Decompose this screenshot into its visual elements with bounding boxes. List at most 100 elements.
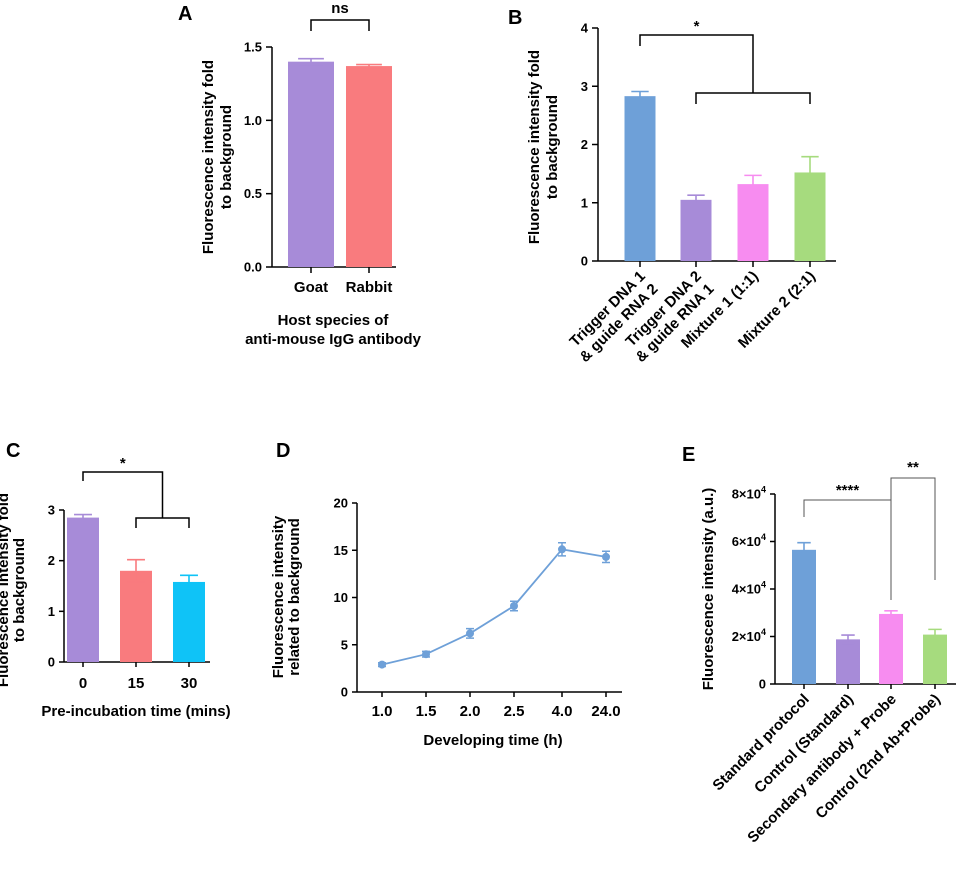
panel-a-y-axis-label: to background <box>218 105 235 209</box>
panel-d-data-point <box>466 629 474 638</box>
panel-d-x-tick-label: 1.5 <box>416 703 437 720</box>
panel-c-bar <box>120 570 152 662</box>
panel-b-y-tick-label: 3 <box>581 79 588 94</box>
panel-e-significance-bracket <box>803 499 892 600</box>
panel-e-y-tick-label: 0 <box>759 677 766 692</box>
panel-a-y-tick-label: 0.5 <box>244 186 262 201</box>
panel-b-y-tick-label: 2 <box>581 137 588 152</box>
panel-d-x-tick-label: 1.0 <box>372 703 393 720</box>
panel-d-data-point <box>602 552 610 561</box>
panel-c-y-tick-label: 2 <box>48 553 55 568</box>
panel-c-x-axis-label: Pre-incubation time (mins) <box>41 703 230 720</box>
panel-a-error-bar <box>298 57 324 66</box>
panel-d-y-tick-label: 15 <box>334 543 348 558</box>
panel-a-significance-bracket <box>310 19 370 31</box>
panel-a-y-tick-label: 0.0 <box>244 260 262 275</box>
panel-c-group-bracket <box>135 517 190 528</box>
panel-d-x-tick-label: 2.5 <box>504 703 525 720</box>
panel-b-bar <box>680 199 712 261</box>
panel-c-x-tick-label: 0 <box>79 675 87 692</box>
panel-b-y-tick-label: 1 <box>581 195 588 210</box>
panel-e-y-tick-label: 2×104 <box>732 627 766 644</box>
panel-d-x-axis-label: Developing time (h) <box>423 732 562 749</box>
panel-b-error-bar <box>631 90 649 102</box>
panel-e-significance-bracket <box>890 477 936 580</box>
panel-a-y-axis-label: Fluorescence intensity fold <box>200 60 217 254</box>
panel-d-chart: 0 5 10 15 20 1.0 1.5 2.0 2.5 4.0 24.0 Fluorescence … <box>270 496 622 749</box>
panel-b-bar <box>624 96 656 261</box>
panel-e-error-bar <box>928 628 942 641</box>
panel-label-b: B <box>508 7 522 29</box>
panel-a-y-tick-label: 1.0 <box>244 113 262 128</box>
panel-d-data-point <box>422 650 430 659</box>
panel-c-bar <box>67 517 99 662</box>
panel-c-significance-bracket <box>82 471 164 518</box>
panel-d-y-tick-label: 0 <box>341 685 348 700</box>
panel-d-y-axis-label: Fluorescence intensity <box>270 515 287 678</box>
panel-a-chart: 0.0 0.5 1.0 1.5 Goat Rabbit Fluorescence inten… <box>200 0 422 348</box>
panel-c-error-bar <box>74 513 92 522</box>
panel-e-error-bar <box>884 610 898 618</box>
panel-c-error-bar <box>127 558 145 583</box>
panel-d-x-tick-label: 2.0 <box>460 703 481 720</box>
panel-c-y-axis-label: Fluorescence intensity fold <box>0 493 12 687</box>
panel-a-x-axis-label: anti-mouse IgG antibody <box>245 331 421 348</box>
panel-a-x-tick-label: Goat <box>294 279 328 296</box>
panel-b-y-tick-label: 0 <box>581 254 588 269</box>
panel-b-significance-label: * <box>694 18 700 35</box>
panel-b-bar <box>737 184 769 261</box>
panel-c-significance-label: * <box>120 455 126 472</box>
panel-d-data-point <box>378 660 386 669</box>
panel-e-error-bar <box>797 541 811 558</box>
panel-e-bar <box>836 639 860 684</box>
panel-e-y-axis-label: Fluorescence intensity (a.u.) <box>700 488 717 691</box>
panel-c-y-tick-label: 1 <box>48 604 55 619</box>
panel-d-y-tick-label: 10 <box>334 590 348 605</box>
panel-a-bar <box>288 61 334 267</box>
panel-b-significance-bracket <box>639 34 754 93</box>
panel-a-y-tick-label: 1.5 <box>244 40 262 55</box>
panel-d-x-tick-label: 4.0 <box>552 703 573 720</box>
panel-e-bar <box>792 549 816 684</box>
panel-e-y-tick-label: 8×104 <box>732 485 766 502</box>
panel-b-y-axis-label: Fluorescence intensity fold <box>526 50 543 244</box>
panel-e-error-bar <box>841 634 855 645</box>
panel-b-error-bar <box>801 155 819 189</box>
panel-a-significance-label: ns <box>331 0 349 17</box>
panel-c-y-tick-label: 0 <box>48 655 55 670</box>
panel-c-y-axis-label: to background <box>11 538 28 642</box>
panel-d-data-point <box>558 545 566 554</box>
panel-d-x-tick-label: 24.0 <box>591 703 620 720</box>
panel-label-a: A <box>178 3 192 25</box>
panel-a-x-tick-label: Rabbit <box>346 279 393 296</box>
panel-a-x-axis-label: Host species of <box>278 312 390 329</box>
panel-d-y-axis-label: related to background <box>286 518 303 676</box>
panel-e-bar <box>879 613 903 684</box>
panel-b-error-bar <box>744 174 762 194</box>
panel-label-c: C <box>6 440 20 462</box>
panel-e-significance-label: ** <box>907 459 919 476</box>
panel-b-y-axis-label: to background <box>544 95 561 199</box>
panel-c-error-bar <box>180 574 198 590</box>
panel-d-y-tick-label: 20 <box>334 496 348 511</box>
panel-b-group-bracket <box>695 92 811 104</box>
panel-a-bar <box>346 66 392 267</box>
panel-b-y-tick-label: 4 <box>581 21 589 36</box>
panel-c-x-tick-label: 30 <box>181 675 198 692</box>
panel-d-series-line <box>381 548 607 666</box>
panel-e-bar <box>923 634 947 684</box>
panel-label-d: D <box>276 440 290 462</box>
panel-b-error-bar <box>687 194 705 206</box>
panel-e-y-tick-label: 6×104 <box>732 532 766 549</box>
panel-c-x-tick-label: 15 <box>128 675 145 692</box>
panel-d-data-point <box>510 602 518 611</box>
panel-c-bar <box>173 581 205 662</box>
panel-e-y-tick-label: 4×104 <box>732 580 766 597</box>
panel-e-significance-label: **** <box>836 482 860 499</box>
panel-a-error-bar <box>356 63 382 69</box>
panel-label-e: E <box>682 444 695 466</box>
